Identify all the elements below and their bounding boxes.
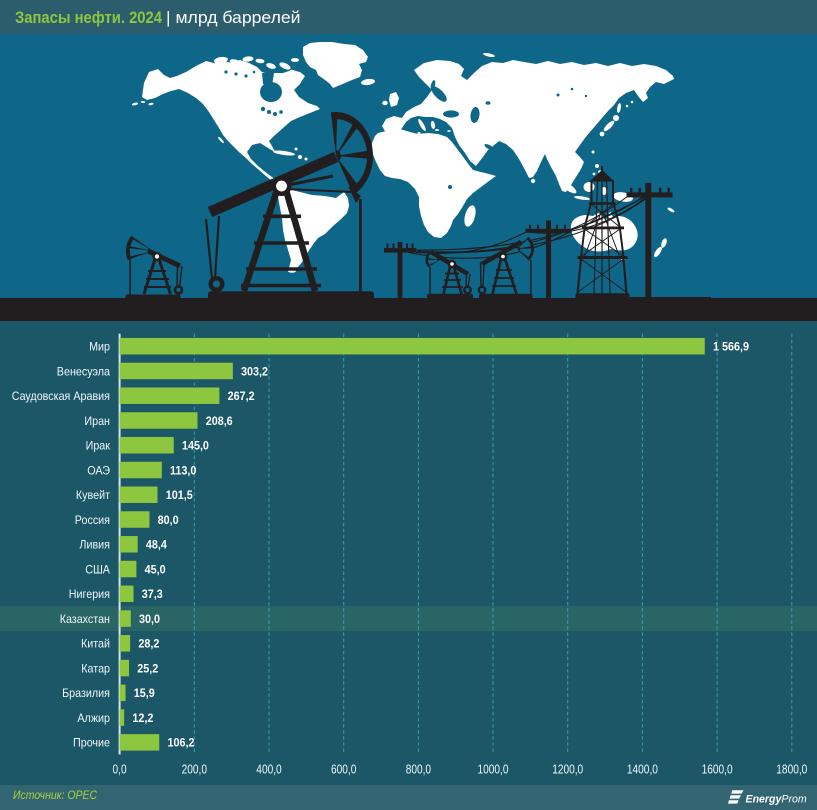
svg-text:303,2: 303,2 bbox=[241, 364, 268, 378]
svg-text:800,0: 800,0 bbox=[406, 761, 431, 776]
svg-text:113,0: 113,0 bbox=[170, 463, 197, 477]
svg-text:Казахстан: Казахстан bbox=[60, 612, 110, 626]
svg-text:США: США bbox=[85, 562, 110, 576]
svg-text:Мир: Мир bbox=[89, 340, 110, 354]
svg-text:Прочие: Прочие bbox=[73, 736, 110, 750]
svg-text:Иран: Иран bbox=[84, 414, 110, 428]
svg-text:45,0: 45,0 bbox=[145, 562, 166, 576]
svg-text:1400,0: 1400,0 bbox=[627, 761, 658, 776]
svg-text:EnergyProm: EnergyProm bbox=[746, 793, 807, 805]
svg-text:30,0: 30,0 bbox=[139, 612, 160, 626]
svg-text:Ливия: Ливия bbox=[79, 538, 110, 552]
svg-text:1600,0: 1600,0 bbox=[702, 761, 733, 776]
svg-text:0,0: 0,0 bbox=[113, 761, 127, 776]
svg-text:15,9: 15,9 bbox=[134, 686, 155, 700]
svg-text:208,6: 208,6 bbox=[206, 414, 233, 428]
svg-text:400,0: 400,0 bbox=[256, 761, 281, 776]
svg-text:25,2: 25,2 bbox=[137, 661, 158, 675]
svg-text:1200,0: 1200,0 bbox=[552, 761, 583, 776]
svg-text:48,4: 48,4 bbox=[146, 538, 167, 552]
svg-text:1800,0: 1800,0 bbox=[776, 761, 807, 776]
svg-text:80,0: 80,0 bbox=[158, 513, 179, 527]
svg-text:1 566,9: 1 566,9 bbox=[713, 340, 749, 354]
svg-text:Нигерия: Нигерия bbox=[69, 587, 110, 601]
svg-text:101,5: 101,5 bbox=[166, 488, 193, 502]
svg-text:Ирак: Ирак bbox=[86, 439, 111, 453]
svg-text:Китай: Китай bbox=[81, 637, 110, 651]
svg-text:Кувейт: Кувейт bbox=[76, 488, 111, 502]
svg-text:Катар: Катар bbox=[81, 661, 110, 675]
svg-text:145,0: 145,0 bbox=[182, 439, 209, 453]
svg-text:267,2: 267,2 bbox=[228, 389, 255, 403]
svg-text:ОАЭ: ОАЭ bbox=[87, 463, 110, 477]
svg-text:Бразилия: Бразилия bbox=[62, 686, 110, 700]
svg-text:Венесуэла: Венесуэла bbox=[57, 364, 110, 378]
svg-text:28,2: 28,2 bbox=[138, 637, 159, 651]
svg-text:12,2: 12,2 bbox=[132, 711, 153, 725]
svg-text:106,2: 106,2 bbox=[167, 736, 194, 750]
svg-text:Саудовская Аравия: Саудовская Аравия bbox=[12, 389, 110, 403]
svg-text:200,0: 200,0 bbox=[182, 761, 207, 776]
svg-text:37,3: 37,3 bbox=[142, 587, 163, 601]
svg-text:1000,0: 1000,0 bbox=[478, 761, 509, 776]
svg-text:Алжир: Алжир bbox=[77, 711, 110, 725]
svg-text:600,0: 600,0 bbox=[331, 761, 356, 776]
svg-text:Россия: Россия bbox=[75, 513, 110, 527]
